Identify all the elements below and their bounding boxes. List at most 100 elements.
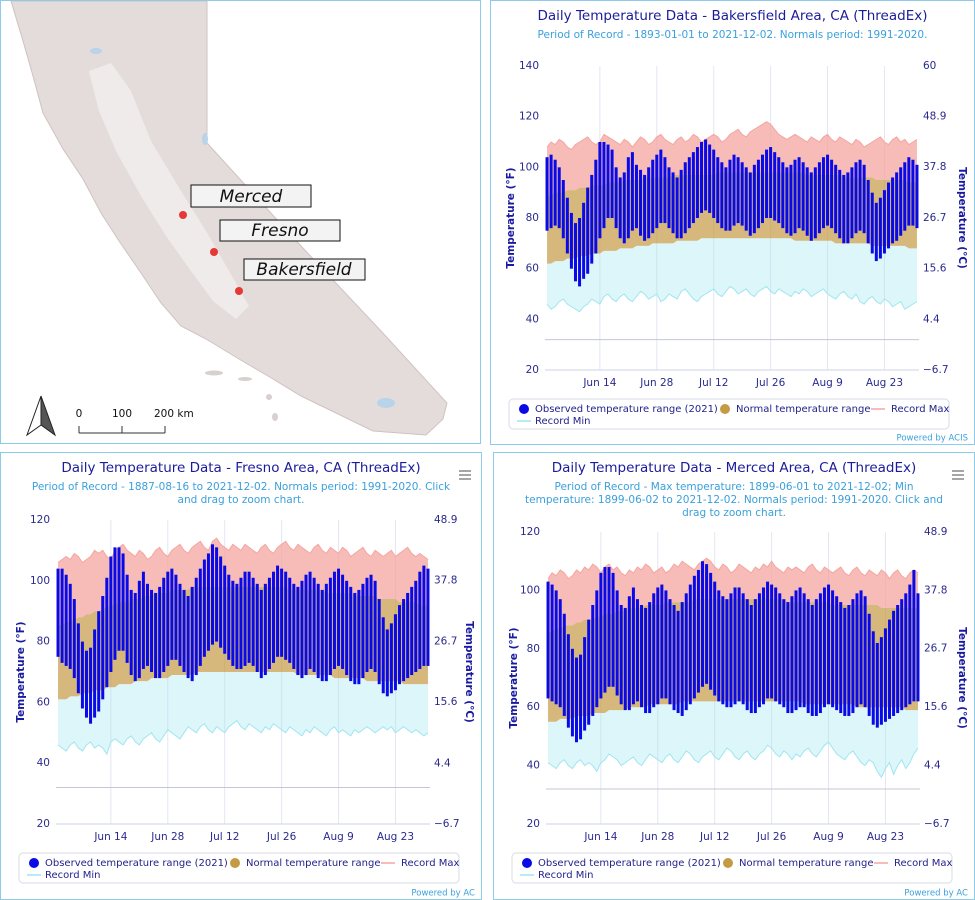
y-tick-label: 120 bbox=[30, 514, 50, 526]
bar bbox=[618, 177, 622, 239]
island bbox=[266, 394, 272, 400]
y2-tick-label: 48.9 bbox=[923, 111, 946, 123]
bar bbox=[786, 602, 790, 714]
y-tick-label: 20 bbox=[37, 818, 50, 830]
bar bbox=[190, 586, 194, 682]
bar bbox=[332, 571, 336, 669]
bar bbox=[745, 599, 749, 711]
bar bbox=[154, 592, 158, 679]
bar bbox=[834, 164, 838, 234]
bar bbox=[76, 623, 80, 694]
bar bbox=[859, 590, 863, 705]
bar bbox=[818, 593, 822, 714]
place-label: Fresno bbox=[251, 221, 308, 241]
bar bbox=[316, 583, 320, 679]
bar bbox=[721, 596, 725, 705]
bar bbox=[797, 157, 801, 229]
bar bbox=[903, 162, 907, 231]
bar bbox=[178, 583, 182, 666]
bar bbox=[883, 628, 887, 722]
bar bbox=[724, 167, 728, 231]
bar bbox=[324, 583, 328, 682]
bar bbox=[878, 197, 882, 259]
bar bbox=[870, 192, 874, 254]
bar bbox=[635, 599, 639, 702]
bar bbox=[288, 577, 292, 663]
bar bbox=[887, 182, 891, 249]
bar bbox=[830, 159, 834, 229]
bar bbox=[899, 167, 903, 236]
bar bbox=[263, 583, 267, 676]
lake bbox=[90, 48, 102, 54]
y2-tick-label: −6.7 bbox=[923, 364, 949, 376]
x-tick-label: Jun 14 bbox=[583, 831, 617, 843]
bar bbox=[194, 577, 198, 676]
bar bbox=[247, 571, 251, 663]
lake bbox=[377, 398, 395, 408]
bar bbox=[866, 180, 870, 244]
bar bbox=[708, 144, 712, 213]
bar bbox=[774, 587, 778, 702]
bar bbox=[781, 162, 785, 229]
chart-panel: Jun 14 Jun 28 Jul 12 Jul 26 Aug 9 Aug 23 20 40 6… bbox=[493, 452, 975, 900]
bar bbox=[64, 574, 68, 666]
bar bbox=[634, 164, 638, 229]
bar bbox=[545, 157, 549, 231]
chart-subtitle: Period of Record - 1887-08-16 to 2021-12… bbox=[31, 481, 451, 506]
record-min-area bbox=[548, 701, 918, 778]
bar bbox=[125, 574, 129, 663]
bar bbox=[259, 589, 263, 679]
bar bbox=[619, 605, 623, 705]
bar bbox=[569, 212, 573, 269]
bar bbox=[365, 577, 369, 672]
bar bbox=[623, 607, 627, 711]
bar bbox=[805, 167, 809, 236]
bar bbox=[133, 592, 137, 682]
bar bbox=[680, 602, 684, 716]
legend-label: Record Min bbox=[538, 870, 593, 881]
bar bbox=[676, 610, 680, 714]
x-tick-label: Jun 14 bbox=[93, 831, 127, 843]
bar bbox=[369, 574, 373, 669]
bar bbox=[687, 157, 691, 229]
bar bbox=[753, 599, 757, 714]
bar bbox=[611, 572, 615, 687]
chart-title: Daily Temperature Data - Bakersfield Are… bbox=[537, 8, 928, 24]
map: Merced Fresno Bakersfield 0 100 200 km bbox=[10, 1, 448, 437]
y2-tick-label: −6.7 bbox=[434, 818, 460, 830]
bar bbox=[740, 162, 744, 226]
bar bbox=[850, 167, 854, 239]
bar bbox=[60, 568, 64, 663]
bar bbox=[810, 605, 814, 716]
bar bbox=[117, 547, 121, 651]
bar bbox=[410, 586, 414, 676]
bar bbox=[660, 584, 664, 699]
y-tick-label: 60 bbox=[526, 263, 539, 275]
bar bbox=[769, 147, 773, 218]
bar bbox=[594, 159, 598, 254]
north-arrow bbox=[25, 395, 42, 437]
x-tick-label: Jun 14 bbox=[582, 377, 616, 389]
y-tick-label: 60 bbox=[37, 696, 50, 708]
bar bbox=[696, 569, 700, 693]
y2-tick-label: 4.4 bbox=[434, 757, 451, 769]
bar bbox=[271, 571, 275, 663]
bar bbox=[831, 590, 835, 708]
bar bbox=[182, 589, 186, 672]
y2-tick-label: 26.7 bbox=[923, 212, 946, 224]
bar bbox=[215, 547, 219, 642]
chart: Jun 14 Jun 28 Jul 12 Jul 26 Aug 9 Aug 23 20 40 6… bbox=[15, 470, 475, 899]
legend-symbol bbox=[522, 858, 532, 868]
bar bbox=[267, 577, 271, 669]
x-tick-label: Aug 23 bbox=[377, 831, 414, 843]
legend-symbol bbox=[720, 404, 730, 414]
scale-label: 100 bbox=[112, 408, 132, 420]
bar bbox=[586, 187, 590, 274]
bar bbox=[186, 596, 190, 679]
bar bbox=[701, 561, 705, 687]
x-tick-label: Jun 28 bbox=[150, 831, 184, 843]
bar bbox=[809, 172, 813, 241]
bar bbox=[644, 607, 648, 714]
central-valley bbox=[89, 63, 249, 319]
bar bbox=[736, 157, 740, 224]
